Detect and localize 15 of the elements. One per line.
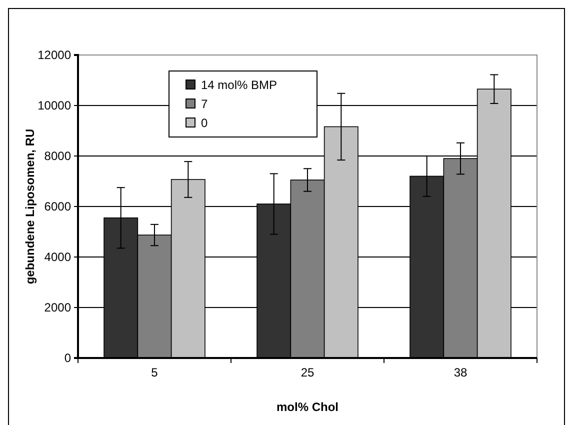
y-tick-label: 6000 bbox=[44, 199, 72, 214]
x-tick-label: 38 bbox=[454, 366, 468, 380]
y-tick-label: 8000 bbox=[44, 148, 72, 163]
y-tick-label: 2000 bbox=[44, 300, 72, 314]
legend-label: 0 bbox=[201, 116, 208, 130]
y-tick-label: 0 bbox=[64, 350, 72, 365]
legend-label: 14 mol% BMP bbox=[201, 78, 278, 92]
legend-label: 7 bbox=[201, 97, 208, 111]
x-tick-label: 5 bbox=[151, 366, 158, 380]
x-axis-title: mol% Chol bbox=[276, 400, 338, 414]
y-tick-label: 4000 bbox=[44, 250, 72, 264]
y-tick-label: 10000 bbox=[38, 98, 72, 112]
y-tick-label: 12000 bbox=[38, 48, 72, 62]
y-axis-title: gebundene Liposomen, RU bbox=[23, 128, 37, 284]
x-tick-label: 25 bbox=[300, 366, 314, 380]
